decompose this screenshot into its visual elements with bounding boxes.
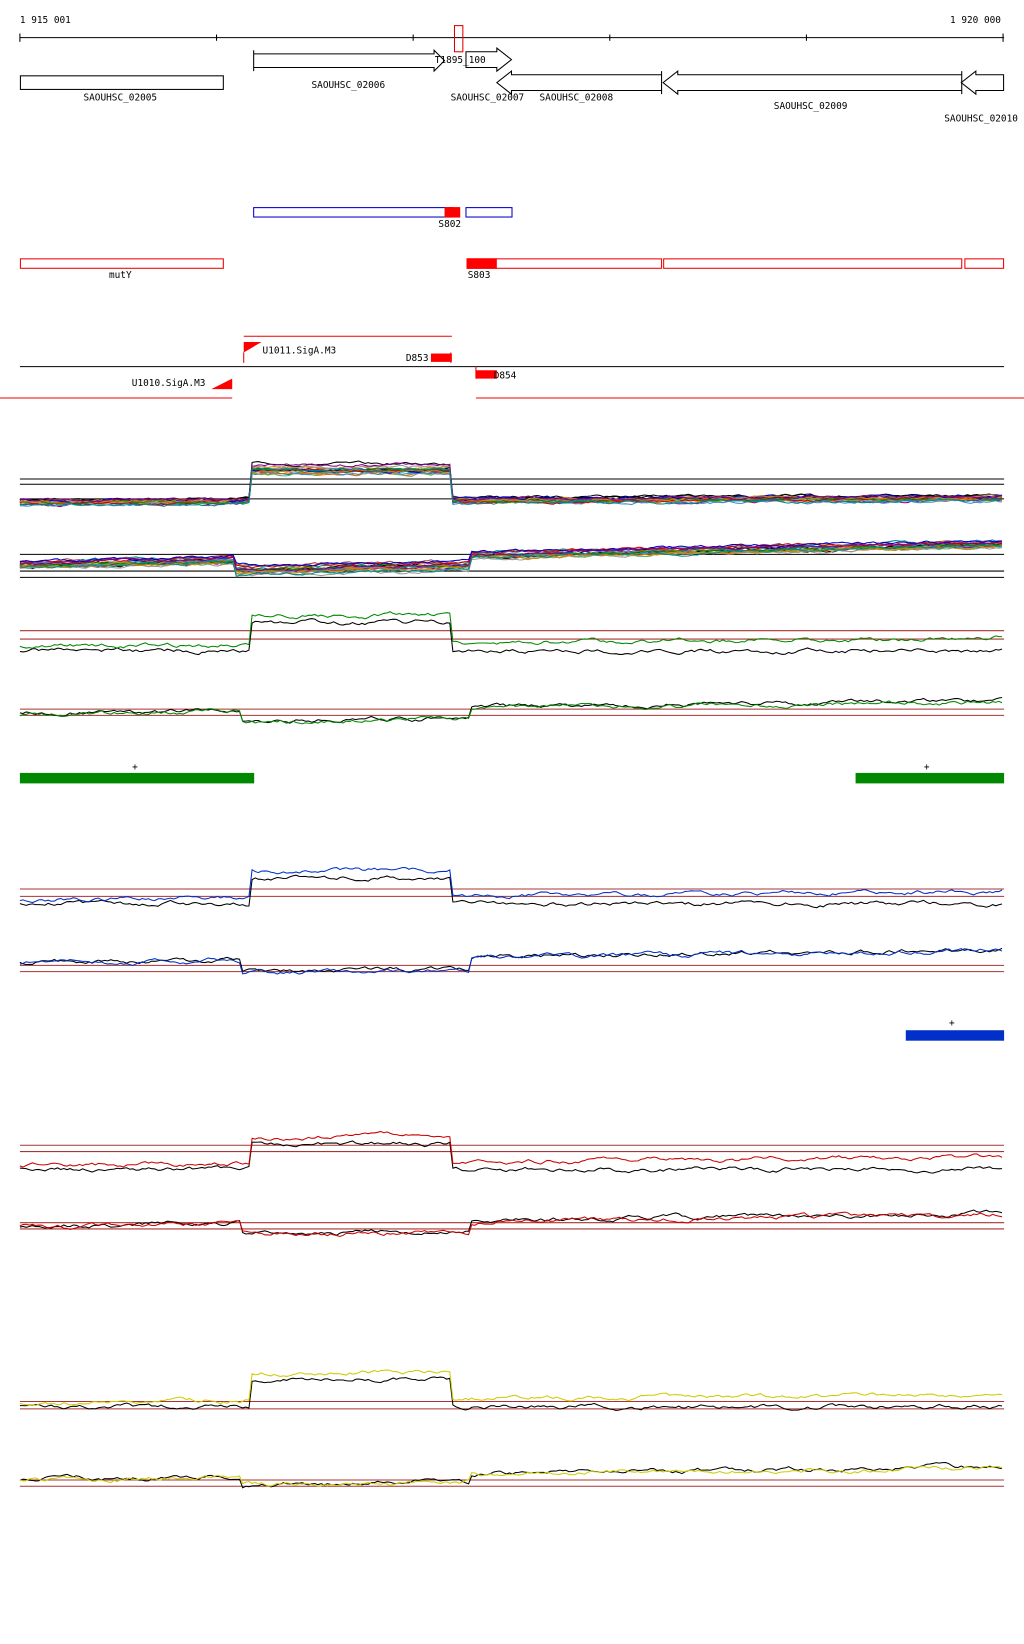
trace	[19, 1461, 1003, 1489]
segment-label: S803	[468, 270, 491, 281]
start-coordinate: 1 915 001	[20, 15, 71, 26]
segment-label: S802	[438, 219, 461, 230]
trace	[19, 541, 1003, 572]
gene-label: SAOUHSC_02010	[944, 113, 1018, 124]
segment-label: mutY	[109, 270, 132, 281]
trace	[19, 697, 1003, 724]
trace	[19, 1211, 1003, 1238]
gene-label: SAOUHSC_02009	[774, 101, 848, 112]
genes	[19, 47, 1005, 96]
feature-label: U1010.SigA.M3	[132, 378, 206, 389]
trace	[19, 460, 1003, 503]
signal-traces	[19, 460, 1005, 1489]
trace	[19, 462, 1003, 503]
marker-box	[453, 25, 464, 53]
trace	[19, 618, 1003, 656]
blue-segments	[253, 207, 513, 218]
trace	[19, 874, 1003, 909]
trace	[19, 700, 1003, 725]
trace	[19, 467, 1003, 507]
gene-label: T1895_100	[435, 55, 486, 66]
feature-label: D853	[406, 353, 429, 364]
red-segments	[19, 258, 1005, 269]
region-marker: +	[949, 1018, 955, 1029]
trace	[19, 540, 1003, 567]
gene-label: SAOUHSC_02006	[312, 80, 386, 91]
trace	[19, 1465, 1003, 1487]
trace	[19, 1140, 1003, 1174]
trace	[19, 947, 1003, 973]
gene-label: SAOUHSC_02005	[83, 92, 157, 103]
trace	[19, 1376, 1003, 1411]
end-coordinate: 1 920 000	[950, 15, 1001, 26]
region-bars	[19, 772, 1005, 1041]
region-marker: +	[132, 762, 138, 773]
trace	[19, 544, 1003, 577]
region-marker: +	[924, 762, 930, 773]
trace	[19, 1369, 1003, 1406]
feature-label: U1011.SigA.M3	[263, 346, 337, 357]
gene-label: SAOUHSC_02008	[540, 92, 614, 103]
trace	[19, 611, 1003, 649]
trace	[19, 866, 1003, 904]
trace	[19, 947, 1003, 975]
trace	[19, 543, 1003, 571]
feature-label: D854	[494, 371, 517, 382]
features	[0, 335, 1024, 399]
gene-label: SAOUHSC_02007	[451, 92, 525, 103]
trace	[19, 1130, 1003, 1168]
axis	[19, 33, 1005, 42]
